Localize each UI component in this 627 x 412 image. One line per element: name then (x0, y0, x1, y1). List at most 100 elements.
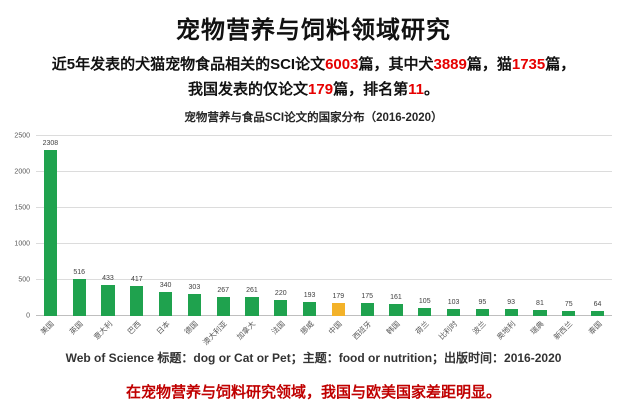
bar-chart: 0 500 1000 1500 2000 2500 2308 516 433 417 340 303… (14, 133, 612, 347)
x-axis-tick-label: 韩国 (384, 319, 402, 337)
bar-group: 105 (410, 136, 439, 316)
bar-group: 193 (295, 136, 324, 316)
x-axis-tick-label: 新西兰 (552, 319, 575, 342)
bar-value-label: 81 (536, 300, 544, 308)
bar (504, 309, 518, 316)
bar (475, 309, 489, 316)
x-axis-tick: 西班牙 (350, 316, 382, 350)
stats-line1: 近5年发表的犬猫宠物食品相关的SCI论文6003篇，其中犬3889篇，猫1735… (0, 52, 627, 77)
stat-number: 6003 (325, 56, 359, 73)
chart-title: 宠物营养与食品SCI论文的国家分布（2016-2020） (184, 112, 443, 124)
bar-highlight-china (331, 303, 345, 316)
x-axis-tick: 奥地利 (495, 316, 526, 350)
bar-value-label: 93 (507, 299, 516, 307)
bar (389, 304, 403, 316)
bar-group: 433 (94, 136, 123, 316)
bar (72, 278, 86, 316)
x-axis-tick-label: 日本 (154, 319, 172, 337)
bar (590, 311, 605, 316)
x-axis-tick: 泰国 (583, 316, 612, 350)
grid-line (36, 279, 612, 280)
bar-group: 261 (238, 136, 267, 316)
x-axis-tick: 英国 (65, 316, 94, 350)
bar (101, 284, 115, 316)
bar-group: 417 (122, 136, 151, 316)
stat-number: 11 (408, 81, 424, 98)
x-axis-tick: 巴西 (122, 316, 151, 350)
bar-group: 267 (209, 136, 238, 316)
stat-number: 1735 (511, 56, 546, 73)
bar (130, 285, 144, 316)
stat-number: 179 (308, 81, 334, 98)
page-title: 宠物营养与饲料领域研究 (176, 17, 451, 44)
x-axis-tick: 日本 (151, 316, 180, 350)
bar-group: 220 (266, 136, 295, 316)
stat-text: 篇，其中犬 (358, 56, 434, 73)
x-axis-tick: 澳大利亚 (201, 316, 238, 350)
x-axis-tick: 德国 (180, 316, 209, 350)
stat-number: 3889 (433, 56, 467, 73)
bar-value-label: 75 (564, 300, 573, 308)
bar (274, 300, 288, 316)
bar (187, 294, 201, 316)
stat-text: 篇， (545, 56, 576, 73)
bar-value-label: 261 (246, 287, 258, 295)
stat-text: 我国发表的仅论文 (188, 81, 309, 98)
bar-value-label: 433 (102, 274, 114, 282)
source-note: Web of Science 标题：dog or Cat or Pet；主题：f… (65, 351, 562, 365)
bars: 2308 516 433 417 340 303 267 261 220 193 179 175 161… (36, 136, 612, 316)
x-axis-tick: 中国 (324, 316, 353, 350)
bar (562, 310, 576, 316)
bar (418, 308, 432, 316)
bar-value-label: 95 (478, 299, 487, 307)
bar-value-label: 2308 (42, 139, 59, 147)
bar-value-label: 103 (447, 298, 460, 306)
stat-text: 篇，猫 (466, 56, 512, 73)
bar-value-label: 340 (159, 281, 172, 289)
bar-group: 303 (180, 136, 209, 316)
bar (533, 310, 547, 316)
y-axis-tick-label: 1000 (14, 240, 30, 248)
bar-group: 340 (151, 136, 180, 316)
y-axis-tick-label: 0 (26, 312, 30, 320)
bar-group: 179 (324, 136, 353, 316)
bar (245, 297, 259, 316)
bar-value-label: 220 (274, 290, 287, 298)
x-axis-tick-label: 中国 (327, 319, 345, 337)
x-axis-tick-label: 挪威 (298, 319, 316, 337)
stat-text: 近5年发表的犬猫宠物食品相关的SCI论文 (51, 56, 326, 73)
x-axis-tick: 韩国 (382, 316, 411, 350)
grid-line (36, 171, 612, 172)
x-axis-tick-label: 西班牙 (350, 319, 373, 342)
x-axis-tick-label: 加拿大 (235, 319, 258, 342)
x-axis-tick-label: 巴西 (125, 319, 143, 337)
bar-group: 75 (554, 136, 583, 316)
stats-paragraph: 近5年发表的犬猫宠物食品相关的SCI论文6003篇，其中犬3889篇，猫1735… (0, 52, 627, 102)
x-axis-tick: 美国 (36, 316, 65, 350)
bar-value-label: 105 (418, 298, 431, 306)
bar-value-label: 267 (217, 286, 230, 294)
y-axis-tick-label: 1500 (14, 204, 30, 212)
bar-value-label: 193 (303, 292, 316, 300)
bar-group: 175 (353, 136, 382, 316)
x-axis-tick: 比利时 (437, 316, 468, 350)
bar-group: 161 (382, 136, 411, 316)
bar (302, 302, 317, 316)
bar-group: 2308 (36, 136, 65, 316)
x-axis-tick: 波兰 (468, 316, 497, 350)
stats-line2: 我国发表的仅论文179篇，排名第11。 (0, 77, 627, 102)
x-axis-tick: 加拿大 (235, 316, 267, 350)
grid-line (36, 207, 612, 208)
x-axis-tick: 荷兰 (410, 316, 439, 350)
x-axis-tick-label: 德国 (183, 319, 201, 337)
x-axis-tick-label: 意大利 (91, 319, 114, 342)
y-axis-tick-label: 2500 (14, 132, 30, 140)
footer-conclusion: 在宠物营养与饲料研究领域，我国与欧美国家差距明显。 (125, 384, 501, 401)
x-axis-tick: 法国 (266, 316, 295, 350)
x-axis-tick-label: 法国 (269, 319, 287, 337)
bar-value-label: 64 (593, 301, 602, 309)
bar-group: 93 (497, 136, 526, 316)
x-axis-tick-label: 荷兰 (413, 319, 431, 337)
x-axis-tick: 瑞典 (526, 316, 555, 350)
